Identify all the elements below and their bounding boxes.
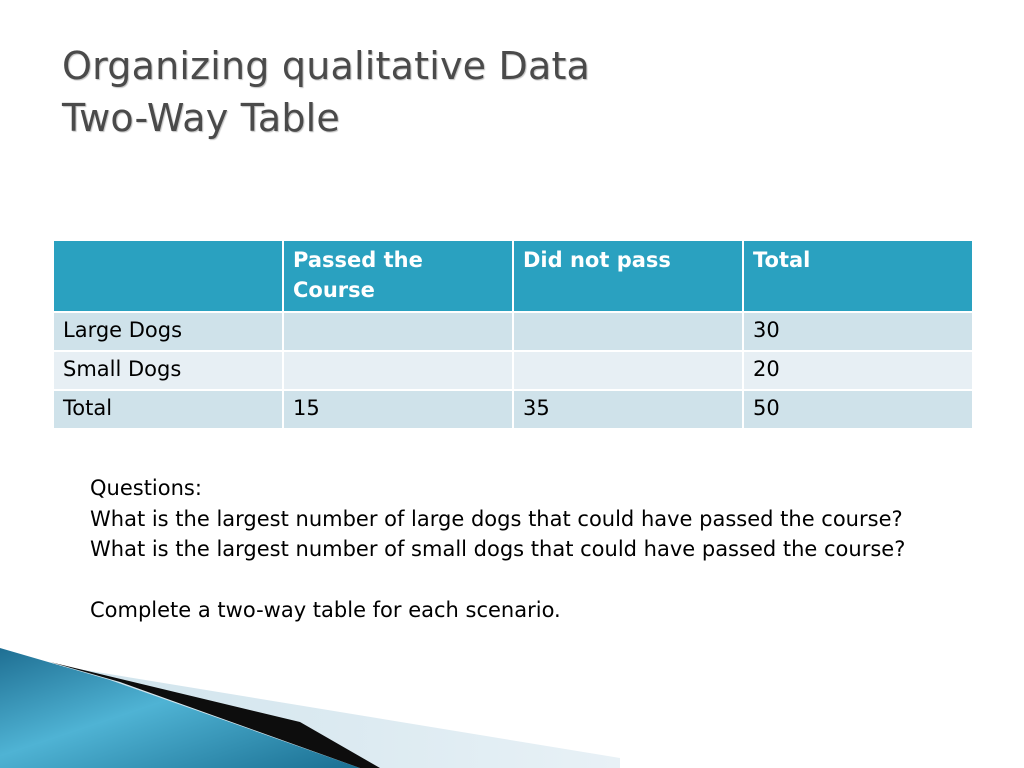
title-line-1: Organizing qualitative Data <box>62 44 591 88</box>
table-header-row: Passed the Course Did not pass Total <box>52 239 974 313</box>
cell-total: 20 <box>742 350 974 391</box>
questions-block: Questions: What is the largest number of… <box>90 473 1024 626</box>
two-way-table: Passed the Course Did not pass Total Lar… <box>52 239 974 430</box>
title-line-2: Two-Way Table <box>62 96 340 140</box>
table-row-small-dogs: Small Dogs 20 <box>52 350 974 391</box>
question-1: What is the largest number of large dogs… <box>90 506 903 531</box>
cell-total: 50 <box>742 389 974 430</box>
table-row-large-dogs: Large Dogs 30 <box>52 311 974 352</box>
cell-did-not-pass <box>512 350 744 391</box>
slide-decoration <box>0 648 620 768</box>
table-row-total: Total 15 35 50 <box>52 389 974 430</box>
cell-passed <box>282 350 514 391</box>
row-label: Small Dogs <box>52 350 284 391</box>
decor-black-stripe <box>50 662 380 768</box>
row-label: Large Dogs <box>52 311 284 352</box>
cell-passed <box>282 311 514 352</box>
header-cell-did-not-pass: Did not pass <box>512 239 744 313</box>
spacer <box>90 565 1024 596</box>
cell-passed: 15 <box>282 389 514 430</box>
decor-pale-swoosh <box>60 666 620 768</box>
cell-did-not-pass: 35 <box>512 389 744 430</box>
question-2: What is the largest number of small dogs… <box>90 537 906 561</box>
slide-title: Organizing qualitative Data Two-Way Tabl… <box>62 40 590 144</box>
header-cell-passed: Passed the Course <box>282 239 514 313</box>
instruction-text: Complete a two-way table for each scenar… <box>90 598 561 622</box>
decor-blue-wedge <box>0 648 360 768</box>
cell-total: 30 <box>742 311 974 352</box>
cell-did-not-pass <box>512 311 744 352</box>
header-cell-total: Total <box>742 239 974 313</box>
row-label: Total <box>52 389 284 430</box>
questions-heading: Questions: <box>90 476 202 500</box>
header-cell-blank <box>52 239 284 313</box>
